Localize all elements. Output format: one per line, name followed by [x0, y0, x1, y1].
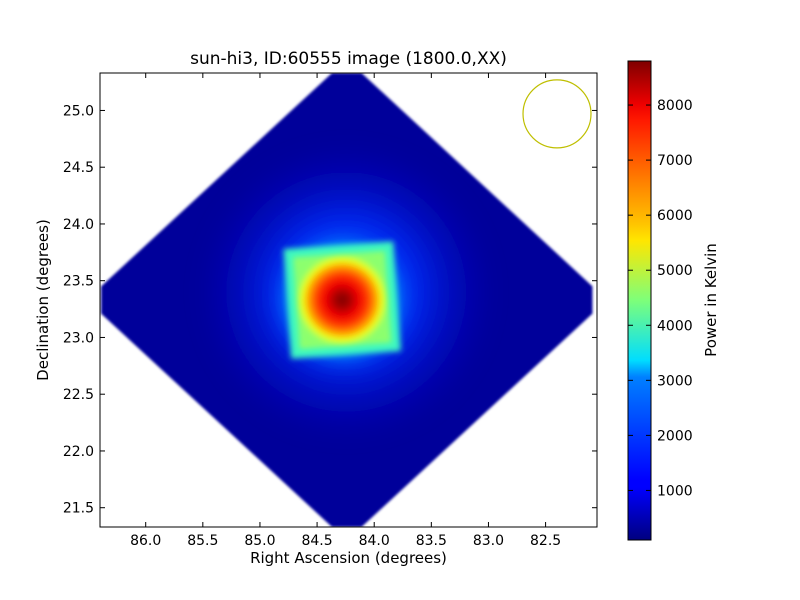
y-tick-label: 23.5: [63, 274, 94, 290]
x-axis: 86.0 85.5 85.0 84.5 84.0 83.5 83.0 82.5: [130, 73, 561, 549]
colorbar-tick-label: 1000: [657, 483, 693, 499]
colorbar-tick-label: 7000: [657, 153, 693, 169]
y-tick-label: 21.5: [63, 501, 94, 517]
colorbar-tick-label: 3000: [657, 373, 693, 389]
x-tick-label: 84.0: [359, 533, 390, 549]
colorbar-tick-label: 4000: [657, 318, 693, 334]
beam-circle: [522, 79, 592, 149]
chart-title: sun-hi3, ID:60555 image (1800.0,XX): [190, 49, 507, 69]
x-tick-label: 85.5: [187, 533, 218, 549]
heatmap-area: [101, 73, 593, 527]
x-tick-label: 83.5: [416, 533, 447, 549]
colorbar: [627, 60, 652, 541]
plot-frame: [99, 72, 598, 528]
colorbar-tick-label: 5000: [657, 263, 693, 279]
y-tick-label: 25.0: [63, 103, 94, 119]
power-peak-square: [293, 250, 392, 350]
y-tick-label: 24.0: [63, 217, 94, 233]
y-tick-label: 23.0: [63, 330, 94, 346]
y-tick-label: 22.5: [63, 387, 94, 403]
x-axis-label: Right Ascension (degrees): [250, 549, 447, 567]
y-tick-label: 22.0: [63, 444, 94, 460]
x-tick-label: 83.0: [473, 533, 504, 549]
colorbar-tick-label: 8000: [657, 98, 693, 114]
colorbar-label: Power in Kelvin: [702, 243, 720, 357]
colorbar-tick-label: 6000: [657, 208, 693, 224]
colorbar-tick-label: 2000: [657, 428, 693, 444]
x-tick-label: 82.5: [530, 533, 561, 549]
y-axis: 21.5 22.0 22.5 23.0 23.5 24.0 24.5 25.0: [63, 103, 597, 517]
x-tick-label: 85.0: [244, 533, 275, 549]
colorbar-axis: 1000 2000 3000 4000 5000 6000 7000 8000: [628, 98, 693, 499]
y-tick-label: 24.5: [63, 160, 94, 176]
x-tick-label: 86.0: [130, 533, 161, 549]
x-tick-label: 84.5: [301, 533, 332, 549]
y-axis-label: Declination (degrees): [34, 219, 52, 381]
